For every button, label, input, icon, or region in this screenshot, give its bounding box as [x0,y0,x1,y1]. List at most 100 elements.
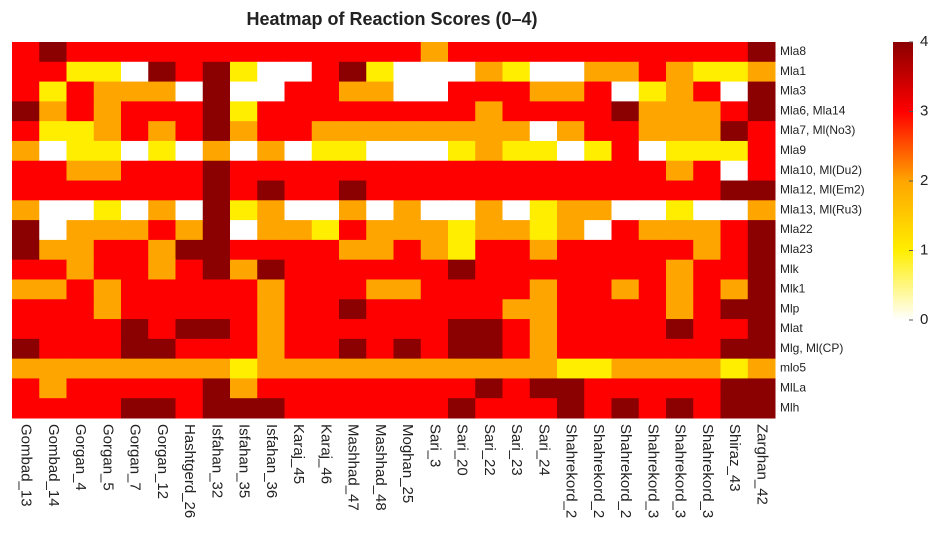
heatmap-cell [584,101,612,122]
heatmap-cell [202,398,231,419]
heatmap-cell [66,160,95,182]
column-label: Karaj_46 [317,424,334,484]
heatmap-cell [148,42,176,63]
heatmap-cell [584,220,612,241]
heatmap-cell [39,140,67,162]
heatmap-cell [257,121,285,142]
heatmap-cell [693,220,721,241]
heatmap-cell [638,61,667,83]
heatmap-cell [475,61,503,83]
heatmap-cell [747,398,776,419]
heatmap-cell [666,101,694,122]
heatmap-cell [557,61,585,83]
heatmap-cell [121,259,149,280]
heatmap-cell [584,299,612,320]
heatmap-cell [12,101,40,122]
heatmap-cell [202,200,231,221]
heatmap-cell [175,259,204,280]
heatmap-cell [720,140,749,162]
heatmap-cell [311,358,340,379]
heatmap-cell [557,180,585,201]
heatmap-cell [66,279,95,300]
column-label: Sari_3 [426,424,443,467]
heatmap-cell [420,378,449,399]
heatmap-cell [121,220,149,241]
heatmap-cell [502,200,531,221]
heatmap-cell [475,140,503,162]
heatmap-cell [666,180,694,201]
column-label: Gorgan_4 [72,424,89,491]
heatmap-cell [475,42,503,63]
heatmap-cell [584,319,612,340]
heatmap-cell [202,81,231,102]
heatmap-cell [148,338,176,360]
heatmap-cell [693,61,721,83]
heatmap-cell [230,299,258,320]
heatmap-cell [529,42,558,63]
heatmap-cell [121,319,149,340]
heatmap-cell [66,220,95,241]
heatmap-cell [284,338,313,360]
heatmap-cell [720,160,749,182]
heatmap-cell [693,358,721,379]
heatmap-cell [420,338,449,360]
heatmap-cell [529,180,558,201]
heatmap-cell [202,259,231,280]
heatmap-cell [12,378,40,399]
heatmap-cell [39,299,67,320]
heatmap-cell [475,358,503,379]
heatmap-cell [393,319,422,340]
heatmap-cell [311,279,340,300]
heatmap-cell [311,239,340,261]
heatmap-cell [638,220,667,241]
heatmap-cell [747,101,776,122]
heatmap-cell [393,81,422,102]
heatmap-cell [720,299,749,320]
heatmap-cell [93,239,122,261]
heatmap-cell [202,121,231,142]
heatmap-cell [12,259,40,280]
heatmap-cell [93,398,122,419]
heatmap-cell [502,358,531,379]
heatmap-cell [39,101,67,122]
heatmap-cell [148,378,176,399]
heatmap-cell [557,358,585,379]
heatmap-cell [284,140,313,162]
heatmap-cell [720,319,749,340]
heatmap-cell [230,101,258,122]
heatmap-cell [666,239,694,261]
heatmap-cell [257,42,285,63]
heatmap-cell [666,121,694,142]
heatmap-cell [502,378,531,399]
heatmap-cell [311,319,340,340]
heatmap-cell [66,42,95,63]
heatmap-cell [611,279,640,300]
heatmap-cell [12,239,40,261]
heatmap-cell [202,160,231,182]
heatmap-cell [121,121,149,142]
column-label: Gombad_13 [18,424,35,507]
heatmap-cell [529,200,558,221]
heatmap-cell [148,220,176,241]
heatmap-cell [311,398,340,419]
heatmap-cell [12,61,40,83]
heatmap-cell [666,279,694,300]
heatmap-cell [448,101,476,122]
heatmap-cell [284,61,313,83]
heatmap-cell [39,239,67,261]
heatmap-cell [475,220,503,241]
heatmap-cell [284,121,313,142]
heatmap-cell [284,180,313,201]
heatmap-cell [257,101,285,122]
heatmap-cell [720,259,749,280]
heatmap-cell [121,398,149,419]
heatmap-cell [148,319,176,340]
heatmap-cell [39,358,67,379]
heatmap-cell [666,398,694,419]
heatmap-cell [448,398,476,419]
column-label: Shahrekord_3 [672,424,689,518]
heatmap-cell [502,220,531,241]
heatmap-cell [747,42,776,63]
heatmap-cell [12,200,40,221]
heatmap-cell [93,180,122,201]
